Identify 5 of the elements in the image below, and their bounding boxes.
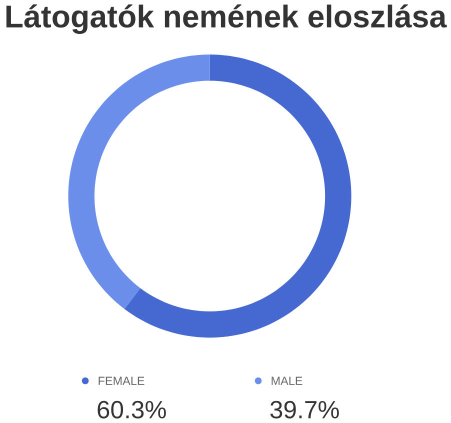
legend-label: MALE <box>272 376 302 385</box>
chart-title: Látogatók nemének eloszlása <box>6 4 447 34</box>
legend-label: FEMALE <box>98 376 144 385</box>
data-label: 39.7% <box>270 400 339 419</box>
data-label: 60.3% <box>98 400 166 419</box>
